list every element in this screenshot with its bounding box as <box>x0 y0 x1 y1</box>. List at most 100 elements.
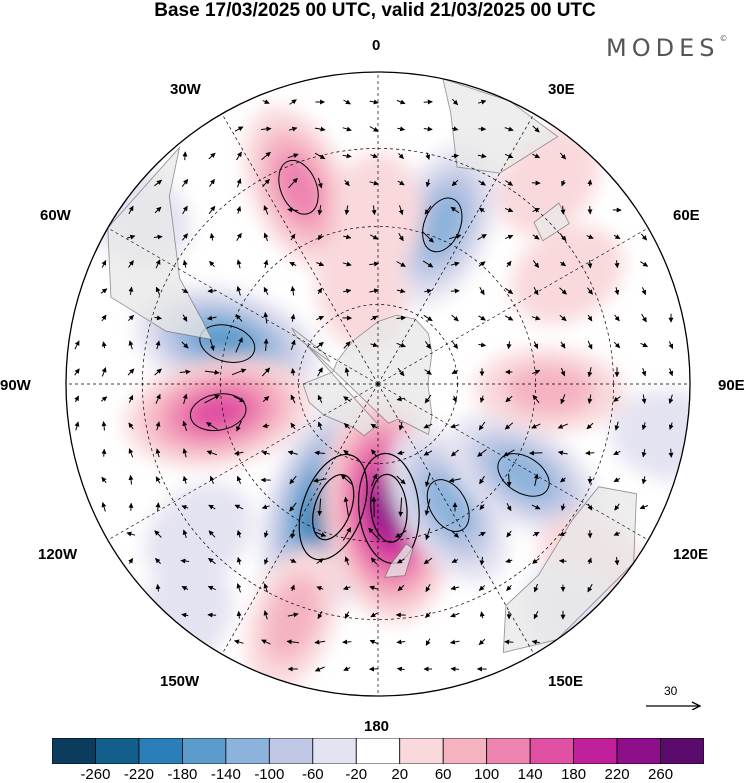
meridian-line <box>377 383 535 655</box>
wind-vector-arrow <box>262 99 270 104</box>
wind-vector-arrow <box>207 315 217 321</box>
wind-vector-arrow <box>560 205 566 215</box>
wind-vector-arrow <box>587 259 593 269</box>
colorbar-tick-label: -220 <box>123 766 154 783</box>
wind-vector-arrow <box>101 341 107 349</box>
wind-vector-arrow <box>236 475 242 484</box>
wind-vector-arrow <box>126 531 136 537</box>
wind-vector-arrow <box>289 99 297 105</box>
wind-vector-arrow <box>560 261 567 267</box>
wind-vector-arrow <box>154 179 162 187</box>
wind-vector-arrow <box>313 477 327 483</box>
wind-vector-arrow <box>317 498 323 516</box>
wind-vector-arrow <box>425 638 431 646</box>
wind-vector-arrow <box>398 153 404 159</box>
colorbar-tick-label: -100 <box>254 766 285 783</box>
meridian-line <box>107 383 379 541</box>
wind-vector-arrow <box>236 206 242 214</box>
wind-vector-arrow <box>668 341 674 350</box>
wind-vector-arrow <box>369 261 380 267</box>
wind-vector-arrow <box>398 497 404 517</box>
wind-vector-arrow <box>532 531 540 537</box>
wind-vector-arrow <box>478 421 486 431</box>
wind-vector-arrow <box>561 179 566 187</box>
wind-vector-arrow <box>505 207 514 213</box>
wind-vector-arrow <box>208 152 216 160</box>
map-title: Base 17/03/2025 00 UTC, valid 21/03/2025… <box>154 0 596 21</box>
anomaly-positive-center-90e <box>474 347 625 433</box>
wind-vector-arrow <box>396 288 406 294</box>
wind-vector-arrow <box>314 639 326 645</box>
wind-vector-arrow <box>450 423 460 429</box>
wind-vector-arrow <box>478 531 486 537</box>
wind-vector-arrow <box>477 99 487 105</box>
wind-vector-arrow <box>613 531 621 536</box>
wind-vector-arrow <box>290 529 296 539</box>
wind-vector-arrow <box>263 338 269 352</box>
colorbar-swatch <box>268 738 314 764</box>
wind-vector-arrow <box>154 368 162 376</box>
wind-vector-arrow <box>640 342 648 348</box>
wind-vector-arrow <box>314 126 326 132</box>
wind-vector-arrow <box>290 368 296 376</box>
wind-vector-arrow <box>641 476 647 485</box>
wind-vector-arrow <box>182 259 188 268</box>
wind-vector-arrow <box>504 153 514 159</box>
wind-vector-arrow <box>587 583 593 593</box>
wind-vector-arrow <box>450 449 460 457</box>
wind-vector-arrow <box>209 339 215 351</box>
wind-vector-arrow <box>236 557 242 565</box>
anomaly-positive-center-160w <box>245 546 340 691</box>
wind-vector-arrow <box>263 286 269 295</box>
wind-vector-arrow <box>370 423 378 429</box>
wind-vector-arrow <box>506 341 512 350</box>
wind-vector-arrow <box>451 341 459 349</box>
colorbar-tick-label: 180 <box>561 766 587 783</box>
wind-vector-arrow <box>128 474 134 485</box>
colorbar-swatch <box>529 738 574 764</box>
wind-vector-arrow <box>398 205 404 216</box>
wind-vector-arrow <box>397 180 405 186</box>
wind-vector-arrow <box>208 504 216 510</box>
wind-vector-arrow <box>155 286 161 296</box>
wind-vector-arrow <box>74 340 80 350</box>
wind-vector-arrow <box>451 369 459 375</box>
wind-vector-arrow <box>101 314 107 322</box>
wind-vector-arrow <box>504 639 514 645</box>
wind-vector-arrow <box>451 179 459 187</box>
wind-vector-arrow <box>398 232 404 242</box>
wind-vector-arrow <box>532 153 541 159</box>
wind-vector-arrow <box>155 421 161 431</box>
wind-vector-arrow <box>287 153 299 159</box>
wind-vector-arrow <box>559 152 567 160</box>
wind-vector-arrow <box>236 151 242 161</box>
wind-vector-arrow <box>290 422 296 430</box>
meridian-line <box>377 383 649 541</box>
wind-vector-arrow <box>204 394 220 404</box>
wind-vector-arrow <box>506 503 512 512</box>
wind-vector-arrow <box>503 449 515 457</box>
wind-vector-arrow <box>478 315 486 321</box>
wind-vector-arrow <box>317 205 323 216</box>
australia-landmass <box>502 486 637 654</box>
colorbar-tick-label: 260 <box>648 766 674 783</box>
wind-vector-arrow <box>397 126 406 132</box>
wind-vector-arrow <box>181 585 189 591</box>
colorbar-tick-label: 140 <box>517 766 543 783</box>
wind-vector-arrow <box>128 260 134 268</box>
wind-vector-arrow <box>262 396 270 402</box>
wind-vector-arrow <box>236 583 242 593</box>
wind-vector-arrow <box>181 505 189 510</box>
wind-vector-arrow <box>155 393 161 404</box>
modes-logo: MODES© <box>606 34 727 62</box>
wind-vector-arrow <box>316 586 324 591</box>
wind-vector-arrow <box>640 261 649 267</box>
wind-vector-arrow <box>206 422 218 430</box>
wind-vector-arrow <box>287 612 299 618</box>
wind-vector-arrow <box>209 475 215 484</box>
wind-vector-arrow <box>425 152 431 160</box>
wind-vector-arrow <box>587 206 593 215</box>
logo-copyright-mark: © <box>719 34 728 43</box>
wind-vector-arrow <box>287 450 298 456</box>
madagascar-landmass <box>533 202 570 242</box>
